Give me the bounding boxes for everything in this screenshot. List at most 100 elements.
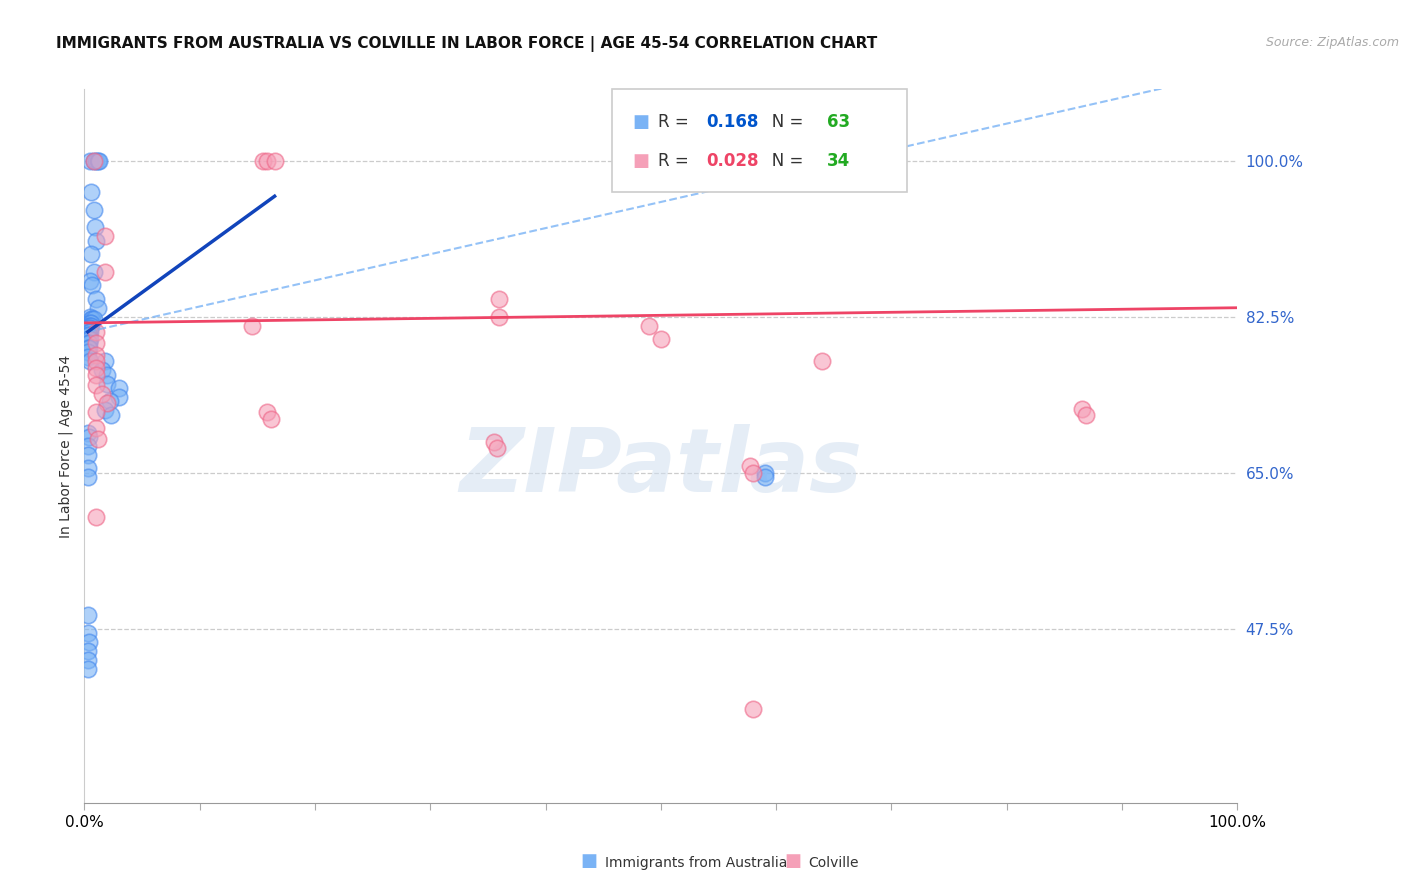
Point xyxy=(486,441,509,455)
Point xyxy=(83,153,105,168)
Point xyxy=(76,653,98,667)
Text: ZIPatlas: ZIPatlas xyxy=(460,424,862,511)
Point xyxy=(84,368,107,382)
Point xyxy=(79,354,101,368)
Point xyxy=(742,466,765,480)
Point xyxy=(79,325,101,339)
Point xyxy=(108,381,131,395)
Point xyxy=(263,153,285,168)
Point xyxy=(638,318,661,333)
Text: IMMIGRANTS FROM AUSTRALIA VS COLVILLE IN LABOR FORCE | AGE 45-54 CORRELATION CHA: IMMIGRANTS FROM AUSTRALIA VS COLVILLE IN… xyxy=(56,36,877,52)
Point xyxy=(256,153,278,168)
Point xyxy=(77,336,100,351)
Point xyxy=(87,301,110,315)
Point xyxy=(754,470,776,484)
Point xyxy=(87,432,110,446)
Point xyxy=(79,153,101,168)
Point xyxy=(90,363,112,377)
Text: Immigrants from Australia: Immigrants from Australia xyxy=(605,855,787,870)
Point xyxy=(76,341,98,355)
Text: 0.028: 0.028 xyxy=(706,152,758,169)
Point xyxy=(80,185,103,199)
Point xyxy=(84,360,107,375)
Text: Colville: Colville xyxy=(808,855,859,870)
Point xyxy=(87,153,110,168)
Point xyxy=(76,350,98,364)
Point xyxy=(83,312,105,326)
Point xyxy=(252,153,274,168)
Text: 34: 34 xyxy=(827,152,851,169)
Text: ■: ■ xyxy=(633,113,650,131)
Point xyxy=(98,394,121,409)
Text: N =: N = xyxy=(756,152,808,169)
Text: ■: ■ xyxy=(581,852,598,870)
Point xyxy=(83,265,105,279)
Point xyxy=(84,348,107,362)
Point xyxy=(77,325,100,339)
Point xyxy=(738,458,761,473)
Point xyxy=(77,341,100,355)
Point xyxy=(76,425,98,440)
Point xyxy=(89,153,111,168)
Point xyxy=(76,644,98,658)
Point xyxy=(94,229,117,244)
Point xyxy=(754,466,776,480)
Point xyxy=(240,318,263,333)
Point xyxy=(79,316,101,330)
Point xyxy=(811,354,834,368)
Point xyxy=(76,345,98,359)
Point xyxy=(84,421,107,435)
Point xyxy=(84,378,107,392)
Point xyxy=(84,354,107,368)
Point xyxy=(76,327,98,342)
Point xyxy=(650,332,672,346)
Y-axis label: In Labor Force | Age 45-54: In Labor Force | Age 45-54 xyxy=(59,354,73,538)
Text: ■: ■ xyxy=(633,152,650,169)
Point xyxy=(96,368,118,382)
Point xyxy=(482,434,505,449)
Point xyxy=(488,310,510,324)
Point xyxy=(76,662,98,676)
Text: R =: R = xyxy=(658,113,699,131)
Point xyxy=(79,332,101,346)
Text: R =: R = xyxy=(658,152,699,169)
Point xyxy=(77,332,100,346)
Point xyxy=(94,354,117,368)
Point xyxy=(1076,408,1098,422)
Point xyxy=(82,312,104,326)
Point xyxy=(76,448,98,462)
Point xyxy=(260,412,283,426)
Point xyxy=(83,202,105,217)
Point xyxy=(84,292,107,306)
Point xyxy=(80,312,103,326)
Point xyxy=(76,439,98,453)
Point xyxy=(94,403,117,417)
Point xyxy=(80,316,103,330)
Point xyxy=(83,153,105,168)
Point xyxy=(256,405,278,419)
Point xyxy=(84,510,107,524)
Point xyxy=(83,220,105,235)
Point xyxy=(82,278,104,293)
Point xyxy=(84,153,107,168)
Point xyxy=(94,265,117,279)
Point xyxy=(77,318,100,333)
Point xyxy=(77,430,100,444)
Point xyxy=(90,387,112,401)
Point xyxy=(76,470,98,484)
Point xyxy=(80,247,103,261)
Text: Source: ZipAtlas.com: Source: ZipAtlas.com xyxy=(1265,36,1399,49)
Point xyxy=(77,327,100,342)
Point xyxy=(488,292,510,306)
Point xyxy=(79,321,101,335)
Point xyxy=(84,234,107,248)
Point xyxy=(742,702,765,716)
Point xyxy=(1070,401,1092,416)
Point xyxy=(96,396,118,410)
Point xyxy=(79,318,101,333)
Point xyxy=(76,336,98,351)
Text: 0.168: 0.168 xyxy=(706,113,758,131)
Point xyxy=(76,626,98,640)
Point xyxy=(84,325,107,339)
Text: ■: ■ xyxy=(785,852,801,870)
